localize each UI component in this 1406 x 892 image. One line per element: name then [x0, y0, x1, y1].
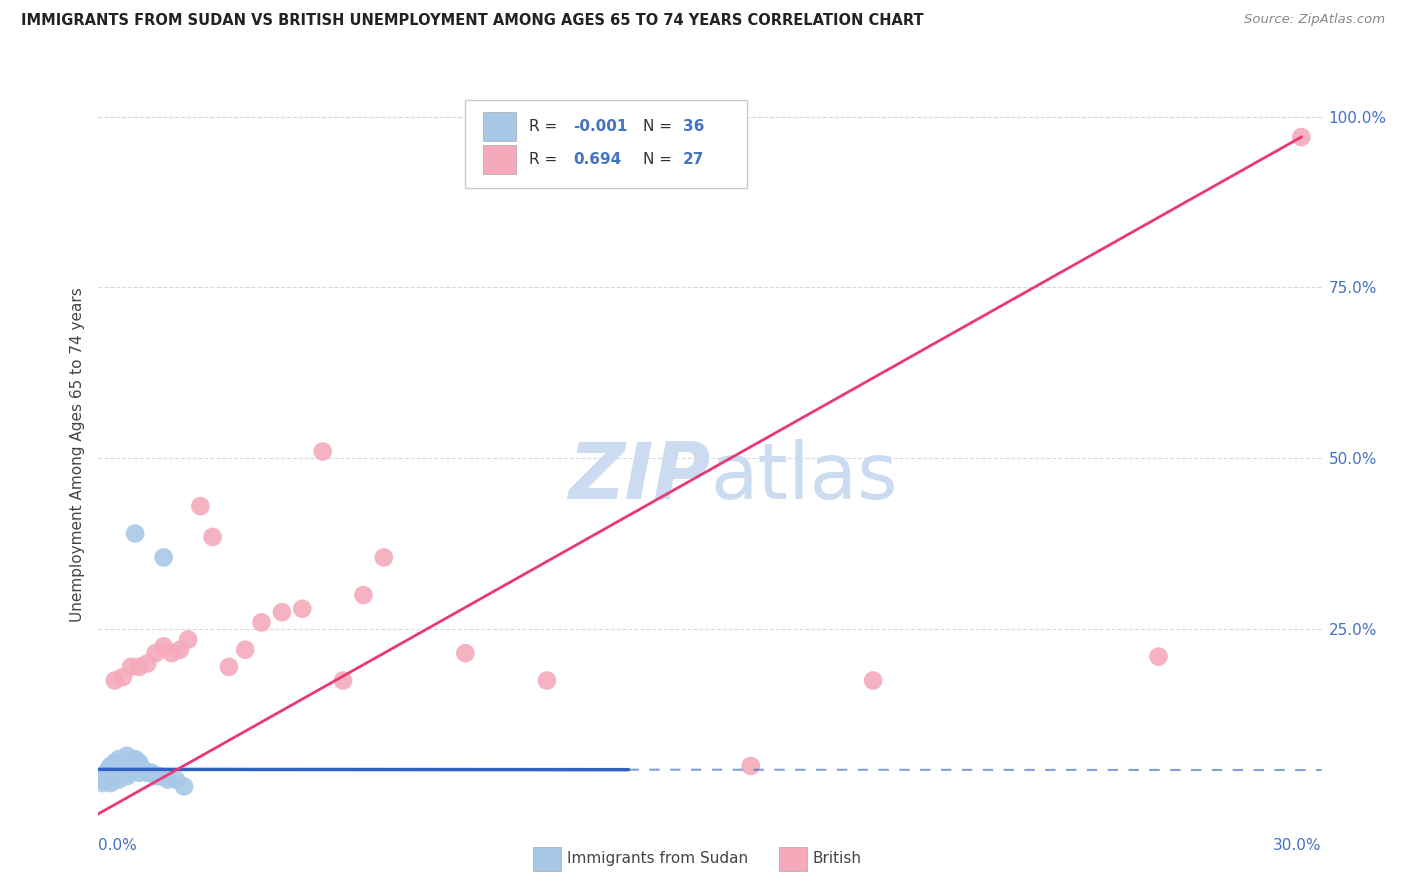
Point [373, 550, 395, 565]
Text: 0.694: 0.694 [574, 152, 621, 167]
Point [149, 769, 172, 783]
Text: R =: R = [529, 119, 562, 134]
Point [89, 772, 111, 787]
Point [136, 657, 159, 671]
Point [536, 673, 558, 688]
Point [132, 763, 155, 777]
Text: atlas: atlas [710, 439, 897, 515]
Point [270, 605, 294, 619]
Text: ZIP: ZIP [568, 439, 710, 515]
Point [160, 646, 183, 660]
Point [115, 769, 138, 783]
Point [141, 765, 163, 780]
Point [332, 673, 354, 688]
Point [233, 642, 256, 657]
Text: British: British [813, 852, 862, 866]
Point [120, 765, 142, 780]
Text: R =: R = [529, 152, 562, 167]
Point [128, 660, 150, 674]
Point [152, 550, 174, 565]
Point [108, 763, 131, 777]
Point [352, 588, 374, 602]
Point [124, 526, 146, 541]
Point [104, 673, 127, 688]
Text: 30.0%: 30.0% [1274, 838, 1322, 853]
Point [100, 776, 122, 790]
Point [104, 756, 127, 770]
Text: Source: ZipAtlas.com: Source: ZipAtlas.com [1244, 13, 1385, 27]
Point [145, 646, 167, 660]
Point [862, 673, 884, 688]
Text: IMMIGRANTS FROM SUDAN VS BRITISH UNEMPLOYMENT AMONG AGES 65 TO 74 YEARS CORRELAT: IMMIGRANTS FROM SUDAN VS BRITISH UNEMPLO… [21, 13, 924, 29]
Point [104, 765, 127, 780]
Point [165, 772, 187, 787]
Point [128, 756, 150, 770]
Text: 0.0%: 0.0% [98, 838, 138, 853]
Point [100, 759, 122, 773]
Point [152, 640, 174, 654]
Point [111, 765, 134, 780]
Text: 27: 27 [683, 152, 704, 167]
Text: -0.001: -0.001 [574, 119, 627, 134]
FancyBboxPatch shape [465, 100, 747, 188]
Point [100, 769, 122, 783]
Point [91, 776, 114, 790]
Point [120, 660, 142, 674]
FancyBboxPatch shape [482, 145, 516, 174]
Point [115, 759, 138, 773]
Point [177, 632, 200, 647]
Point [173, 780, 195, 794]
Point [111, 756, 134, 770]
Point [169, 642, 191, 657]
Point [312, 444, 335, 458]
Point [201, 530, 224, 544]
Point [124, 763, 146, 777]
Point [115, 748, 138, 763]
Point [740, 759, 762, 773]
Point [454, 646, 477, 660]
Text: N =: N = [643, 119, 676, 134]
Point [145, 769, 167, 783]
Text: 36: 36 [683, 119, 704, 134]
Text: N =: N = [643, 152, 676, 167]
Point [1147, 649, 1170, 664]
Point [218, 660, 240, 674]
Point [250, 615, 273, 630]
Point [97, 763, 120, 777]
Point [111, 670, 134, 684]
Point [96, 772, 118, 787]
Point [188, 499, 212, 513]
Y-axis label: Unemployment Among Ages 65 to 74 years: Unemployment Among Ages 65 to 74 years [69, 287, 84, 623]
Text: Immigrants from Sudan: Immigrants from Sudan [567, 852, 748, 866]
Point [136, 765, 159, 780]
Point [93, 769, 115, 783]
Point [156, 772, 179, 787]
Point [291, 601, 314, 615]
Point [108, 772, 131, 787]
Point [120, 756, 142, 770]
Point [124, 752, 146, 766]
Point [128, 765, 150, 780]
Point [96, 765, 118, 780]
Point [136, 765, 159, 780]
Point [1291, 130, 1313, 145]
FancyBboxPatch shape [482, 112, 516, 141]
Point [108, 752, 131, 766]
